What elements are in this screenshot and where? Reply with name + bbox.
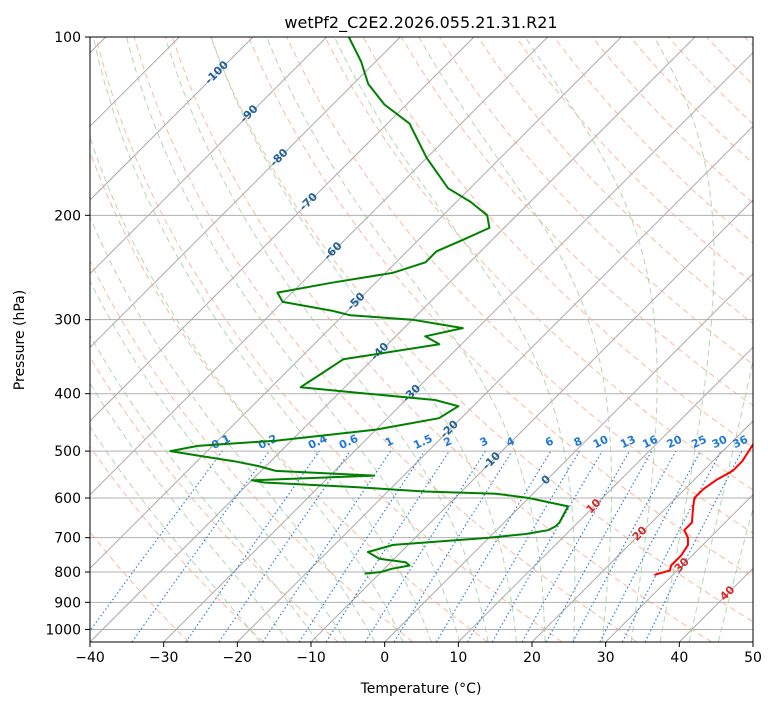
x-tick-label: 40 xyxy=(670,650,688,666)
mixing-ratio-label: 25 xyxy=(689,433,708,451)
isotherm-line xyxy=(90,37,549,496)
isotherm-line xyxy=(90,37,328,275)
mixing-ratio-label: 16 xyxy=(640,433,660,451)
dry-adiabat-line xyxy=(90,445,264,642)
y-tick-label: 300 xyxy=(54,313,81,329)
dry-adiabat-lines xyxy=(90,37,753,642)
x-tick-label: −30 xyxy=(149,650,179,666)
moist-adiabat-line xyxy=(126,37,461,642)
moist-adiabat-line xyxy=(90,215,376,642)
mixing-ratio-line xyxy=(521,450,630,642)
dry-adiabat-line xyxy=(248,37,753,578)
moist-adiabat-line xyxy=(164,37,489,642)
dry-adiabat-line xyxy=(171,37,712,642)
mixing-ratio-line xyxy=(644,450,743,642)
moist-adiabat-line xyxy=(418,37,613,642)
x-axis-label: Temperature (°C) xyxy=(360,681,482,697)
y-tick-label: 700 xyxy=(54,531,81,547)
isotherm-line xyxy=(531,420,753,642)
mixing-ratio-line xyxy=(218,450,351,642)
mixing-ratio-line xyxy=(90,450,223,632)
y-axis-label: Pressure (hPa) xyxy=(12,290,28,390)
x-tick-label: −10 xyxy=(296,650,326,666)
moist-adiabat-line xyxy=(90,334,319,642)
dry-adiabat-line xyxy=(95,37,563,642)
dry-adiabat-line xyxy=(286,37,753,534)
moist-adiabat-line xyxy=(653,37,715,642)
isotherm-line xyxy=(90,37,622,570)
isotherm-line xyxy=(236,125,753,642)
x-tick-label: 20 xyxy=(523,650,541,666)
isotherm-lines xyxy=(90,37,753,642)
moist-adiabat-line xyxy=(90,382,290,642)
x-tick-label: 50 xyxy=(744,650,762,666)
mixing-ratio-label: 20 xyxy=(665,433,685,451)
y-tick-label: 200 xyxy=(54,208,81,224)
mixing-ratio-line xyxy=(131,450,270,642)
x-tick-label: −40 xyxy=(75,650,105,666)
moist-adiabat-line xyxy=(90,426,261,642)
isotherm-line xyxy=(457,346,753,642)
mixing-ratio-line xyxy=(545,450,653,642)
moist-adiabat-line xyxy=(92,37,432,642)
y-tick-label: 100 xyxy=(54,30,81,46)
mixing-ratio-line xyxy=(393,450,513,642)
mixing-ratio-line xyxy=(262,450,392,642)
moist-adiabat-line xyxy=(90,135,404,642)
moist-adiabat-line xyxy=(688,358,753,642)
x-tick-label: 10 xyxy=(449,650,467,666)
mixing-ratio-label: 10 xyxy=(591,433,611,451)
dry-adiabat-line xyxy=(90,356,339,642)
moist-adiabat-line xyxy=(90,279,347,642)
y-tick-label: 900 xyxy=(54,595,81,611)
mixing-ratio-label: 36 xyxy=(731,433,751,451)
y-tick-label: 1000 xyxy=(45,622,81,638)
mixing-ratio-label: 13 xyxy=(618,433,637,451)
isobar-gridlines xyxy=(90,37,753,630)
moist-adiabat-line xyxy=(524,37,658,642)
y-axis-ticks: 1000 900 800 700 600 500 400 300 200 100 xyxy=(45,30,90,638)
y-tick-label: 600 xyxy=(54,491,81,507)
isotherm-line xyxy=(90,37,696,642)
plot-area-background xyxy=(90,37,753,642)
mixing-ratio-label: 30 xyxy=(710,433,730,451)
mixing-ratio-line xyxy=(298,450,425,642)
isotherm-line xyxy=(90,37,254,201)
isotherm-line xyxy=(90,37,401,349)
isotherm-line xyxy=(90,37,475,422)
plot-frame xyxy=(89,36,754,643)
isotherm-line xyxy=(752,641,753,642)
y-tick-label: 800 xyxy=(54,565,81,581)
mixing-ratio-lines xyxy=(90,450,743,642)
dewpoint-trace xyxy=(169,37,570,575)
y-tick-label: 500 xyxy=(54,444,81,460)
dry-adiabat-line xyxy=(210,37,753,623)
dry-adiabat-line xyxy=(324,37,753,491)
moist-adiabat-line xyxy=(266,37,546,642)
isotherm-line xyxy=(384,272,753,642)
y-tick-label: 400 xyxy=(54,387,81,403)
x-tick-label: −20 xyxy=(223,650,253,666)
dry-adiabat-line xyxy=(90,259,414,642)
isotherm-line xyxy=(163,51,753,642)
x-tick-label: 0 xyxy=(380,650,389,666)
chart-title: wetPf2_C2E2.2026.055.21.31.R21 xyxy=(284,13,557,33)
sounding-traces xyxy=(169,37,753,576)
mixing-ratio-line xyxy=(325,450,450,642)
mixing-ratio-line xyxy=(572,450,677,642)
x-tick-label: 30 xyxy=(597,650,615,666)
dry-adiabat-line xyxy=(515,37,753,284)
mixing-ratio-line xyxy=(185,450,320,642)
x-axis-ticks: −40 −30 −20 −10 0 10 20 30 40 50 xyxy=(75,642,762,666)
moist-adiabat-line xyxy=(210,37,517,642)
isotherm-line xyxy=(605,493,753,642)
temperature-trace xyxy=(654,442,753,576)
